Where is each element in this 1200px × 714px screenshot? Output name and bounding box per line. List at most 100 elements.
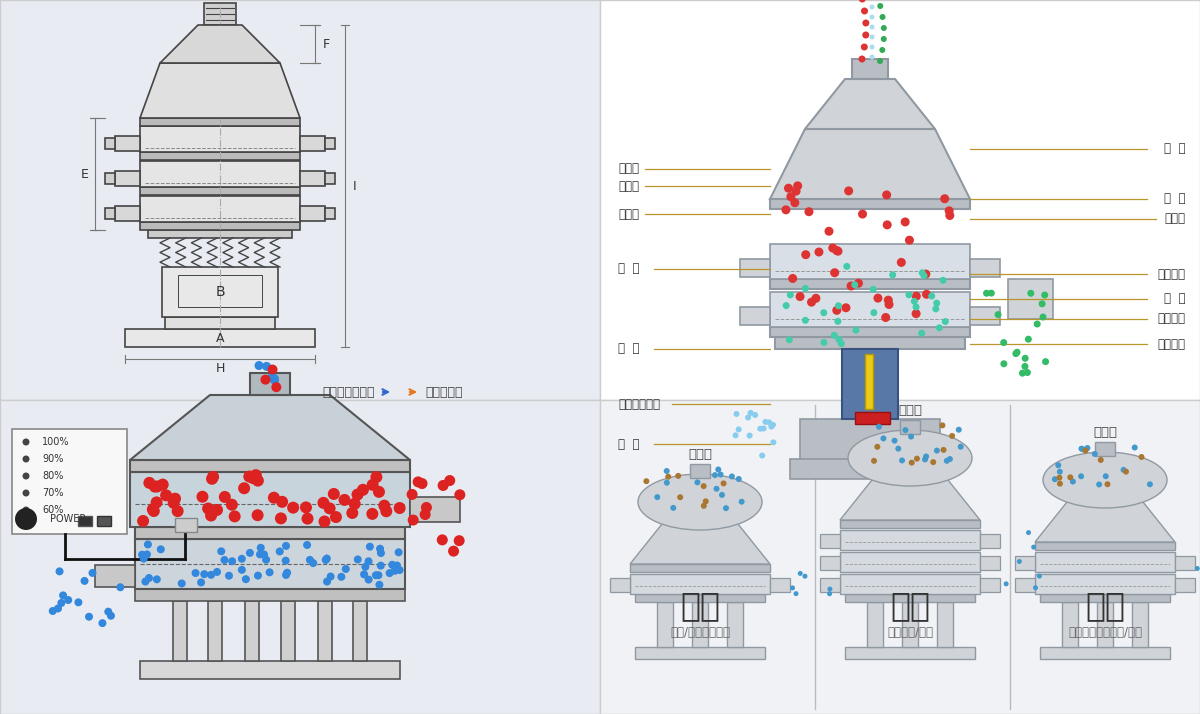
Circle shape bbox=[858, 56, 865, 63]
Circle shape bbox=[1025, 336, 1032, 343]
Circle shape bbox=[342, 565, 349, 573]
Bar bbox=[300, 136, 325, 151]
Text: 80%: 80% bbox=[42, 471, 64, 481]
Circle shape bbox=[337, 573, 346, 580]
Circle shape bbox=[830, 268, 839, 277]
Circle shape bbox=[1001, 339, 1007, 346]
Circle shape bbox=[1003, 581, 1009, 586]
Circle shape bbox=[352, 488, 364, 501]
Circle shape bbox=[373, 486, 385, 498]
Circle shape bbox=[870, 24, 875, 29]
Circle shape bbox=[74, 598, 83, 606]
Circle shape bbox=[942, 318, 949, 325]
Circle shape bbox=[145, 574, 152, 582]
Circle shape bbox=[322, 556, 330, 564]
Text: 上部重锤: 上部重锤 bbox=[1157, 268, 1186, 281]
Bar bbox=[115, 206, 140, 221]
Circle shape bbox=[221, 556, 228, 564]
Bar bbox=[770, 578, 790, 592]
Circle shape bbox=[282, 542, 290, 550]
Circle shape bbox=[268, 373, 276, 382]
Circle shape bbox=[262, 555, 270, 564]
Circle shape bbox=[1016, 559, 1022, 564]
Text: 除杂: 除杂 bbox=[1085, 590, 1126, 623]
Circle shape bbox=[238, 555, 246, 563]
Circle shape bbox=[791, 198, 799, 207]
Circle shape bbox=[228, 557, 236, 565]
Bar bbox=[12, 429, 127, 534]
Circle shape bbox=[664, 468, 670, 474]
Bar bbox=[820, 534, 840, 548]
Circle shape bbox=[944, 458, 950, 464]
Text: A: A bbox=[216, 331, 224, 344]
Circle shape bbox=[796, 292, 804, 301]
Circle shape bbox=[880, 14, 886, 20]
Bar bbox=[1097, 602, 1114, 647]
Circle shape bbox=[786, 336, 793, 343]
Circle shape bbox=[752, 412, 758, 418]
Bar bbox=[204, 3, 236, 25]
Bar bbox=[318, 601, 332, 661]
Bar bbox=[820, 556, 840, 570]
Polygon shape bbox=[770, 129, 970, 199]
Circle shape bbox=[275, 513, 287, 524]
Circle shape bbox=[178, 580, 186, 588]
Circle shape bbox=[995, 311, 1002, 318]
Circle shape bbox=[877, 58, 883, 64]
Circle shape bbox=[377, 562, 385, 570]
Circle shape bbox=[728, 473, 734, 479]
Text: 弹  簧: 弹 簧 bbox=[618, 343, 640, 356]
Circle shape bbox=[197, 578, 205, 586]
Circle shape bbox=[392, 561, 401, 570]
Text: 70%: 70% bbox=[42, 488, 64, 498]
Circle shape bbox=[788, 274, 797, 283]
Circle shape bbox=[276, 496, 288, 508]
Circle shape bbox=[912, 292, 920, 301]
Circle shape bbox=[830, 332, 838, 339]
Circle shape bbox=[250, 469, 262, 481]
Circle shape bbox=[760, 453, 766, 458]
Circle shape bbox=[846, 281, 856, 291]
Circle shape bbox=[214, 568, 221, 576]
Circle shape bbox=[983, 290, 990, 297]
Bar bbox=[173, 601, 187, 661]
Circle shape bbox=[936, 324, 943, 331]
Bar bbox=[854, 412, 890, 424]
Text: H: H bbox=[215, 363, 224, 376]
Circle shape bbox=[270, 374, 278, 383]
Circle shape bbox=[169, 493, 181, 505]
Circle shape bbox=[955, 427, 961, 433]
Circle shape bbox=[1096, 481, 1102, 488]
Circle shape bbox=[143, 477, 155, 489]
Text: 下部重锤: 下部重锤 bbox=[1157, 338, 1186, 351]
Circle shape bbox=[802, 285, 809, 292]
Bar bbox=[148, 230, 292, 238]
Circle shape bbox=[871, 458, 877, 464]
Circle shape bbox=[664, 480, 670, 486]
Circle shape bbox=[437, 534, 448, 545]
Circle shape bbox=[142, 578, 150, 585]
Circle shape bbox=[374, 571, 383, 579]
Circle shape bbox=[677, 494, 683, 501]
Circle shape bbox=[247, 472, 259, 484]
Bar bbox=[970, 259, 1000, 277]
Text: 筛  盘: 筛 盘 bbox=[1164, 293, 1186, 306]
Bar bbox=[845, 647, 974, 659]
Bar bbox=[140, 187, 300, 195]
Circle shape bbox=[218, 491, 230, 503]
Text: 网  架: 网 架 bbox=[1164, 193, 1186, 206]
Circle shape bbox=[310, 559, 317, 567]
Circle shape bbox=[862, 8, 868, 14]
Circle shape bbox=[719, 492, 725, 498]
Text: 去除液体中的颗粒/异物: 去除液体中的颗粒/异物 bbox=[1068, 625, 1142, 638]
Bar bbox=[842, 349, 898, 419]
Circle shape bbox=[149, 481, 161, 493]
Circle shape bbox=[1026, 530, 1031, 535]
Circle shape bbox=[833, 246, 841, 255]
Circle shape bbox=[676, 473, 682, 479]
Circle shape bbox=[958, 443, 964, 450]
Bar bbox=[770, 292, 970, 327]
Bar bbox=[325, 208, 335, 219]
Circle shape bbox=[922, 290, 931, 298]
Bar bbox=[353, 601, 367, 661]
